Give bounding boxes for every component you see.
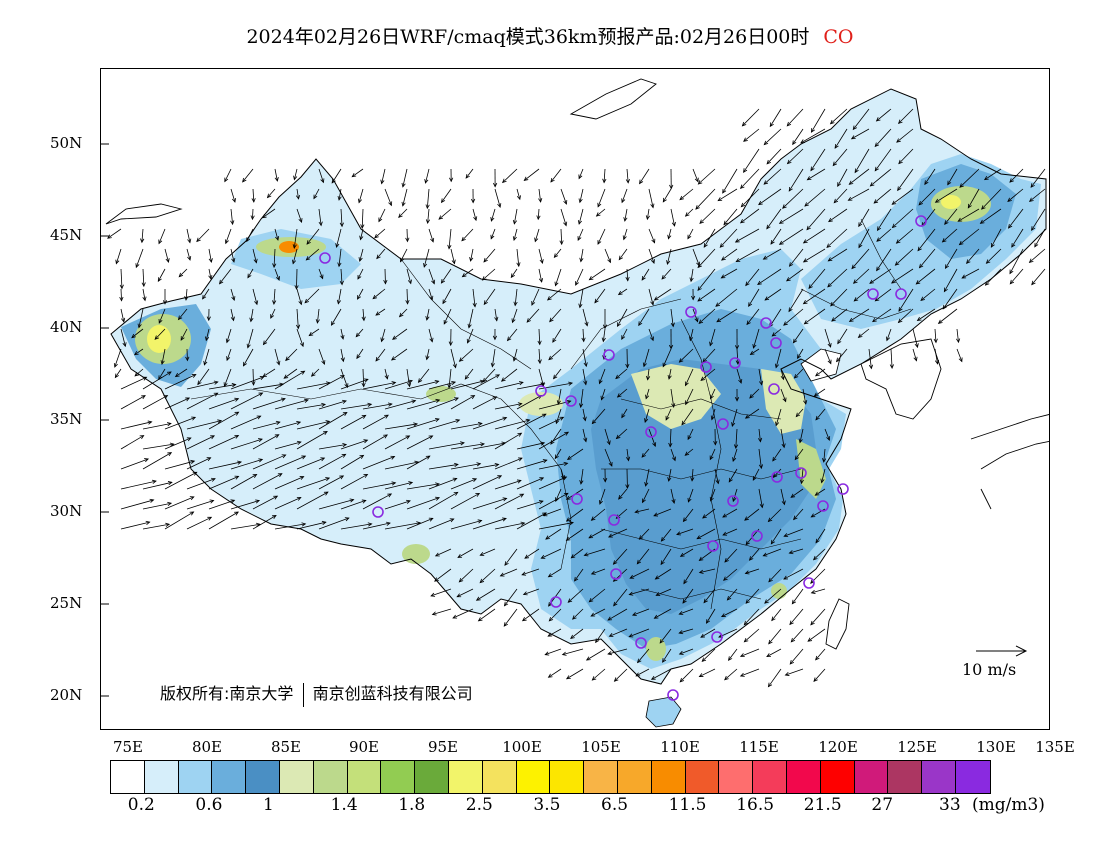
- lon-label-110e: 110E: [660, 738, 700, 756]
- russia-lake: [569, 78, 657, 120]
- lat-label-30n: 30N: [50, 502, 83, 520]
- legend-swatch: [381, 761, 416, 793]
- legend-swatch: [246, 761, 280, 793]
- lon-label-80e: 80E: [191, 738, 223, 756]
- legend-swatch: [617, 761, 652, 793]
- legend-swatch: [820, 761, 855, 793]
- legend-swatch: [415, 761, 449, 793]
- lon-label-135e: 135E: [1035, 738, 1075, 756]
- legend-tick-label: 6.5: [601, 795, 629, 815]
- copyright-part1: 版权所有:南京大学: [160, 684, 294, 703]
- legend-tick-label: 2.5: [465, 795, 493, 815]
- lon-label-120e: 120E: [818, 738, 858, 756]
- northeast-yellow: [941, 195, 961, 209]
- legend-swatch: [922, 761, 956, 793]
- legend-swatch: [854, 761, 889, 793]
- legend-swatch: [955, 761, 990, 793]
- legend-swatch: [212, 761, 247, 793]
- legend-swatch: [144, 761, 179, 793]
- legend-swatch: [279, 761, 314, 793]
- legend-swatch: [516, 761, 551, 793]
- lat-label-45n: 45N: [50, 226, 83, 244]
- lat-label-35n: 35N: [50, 410, 83, 428]
- lat-label-25n: 25N: [50, 594, 83, 612]
- legend-tick-label: 16.5: [736, 795, 775, 815]
- copyright-divider: [302, 682, 304, 707]
- northeast-green: [931, 186, 991, 222]
- lat-label-40n: 40N: [50, 318, 83, 336]
- legend-tick-label: 1.4: [330, 795, 358, 815]
- north-xinjiang-orange: [279, 241, 299, 253]
- east-china-dark-blue: [591, 359, 816, 614]
- lat-label-20n: 20N: [50, 686, 83, 704]
- lon-label-125e: 125E: [897, 738, 937, 756]
- legend-swatch: [550, 761, 585, 793]
- legend-tick-label: 11.5: [668, 795, 707, 815]
- copyright-part2: 南京创蓝科技有限公司: [312, 684, 473, 703]
- west-xinjiang-yellow: [147, 325, 171, 353]
- legend-tick-label: 1: [263, 795, 274, 815]
- north-china-plain-green: [631, 364, 721, 429]
- legend-tick-label: 3.5: [533, 795, 561, 815]
- color-legend: [110, 760, 991, 794]
- legend-swatch: [313, 761, 348, 793]
- caspian-coast: [105, 203, 183, 225]
- jiangsu-green: [796, 439, 826, 499]
- map-title: 2024年02月26日WRF/cmaq模式36km预报产品:02月26日00时 C…: [0, 22, 1100, 49]
- legend-swatch: [482, 761, 517, 793]
- legend-tick-label: 0.6: [195, 795, 223, 815]
- copyright-notice: 版权所有:南京大学 南京创蓝科技有限公司: [160, 680, 473, 707]
- legend-tick-label: 33: [939, 795, 961, 815]
- legend-tick-label: 27: [871, 795, 894, 815]
- vector-key-label: 10 m/s: [962, 660, 1017, 679]
- tibet-south-green: [402, 544, 430, 564]
- lon-label-90e: 90E: [348, 738, 380, 756]
- legend-swatch: [719, 761, 754, 793]
- lon-label-75e: 75E: [112, 738, 144, 756]
- qinghai-green: [426, 386, 456, 402]
- legend-swatch: [111, 761, 145, 793]
- taiwan-island: [825, 598, 850, 650]
- legend-swatch: [888, 761, 923, 793]
- sichuan-green: [519, 392, 563, 416]
- japan-coast: [970, 414, 1049, 510]
- title-text: 2024年02月26日WRF/cmaq模式36km预报产品:02月26日00时: [246, 26, 810, 48]
- lon-label-100e: 100E: [502, 738, 542, 756]
- lon-label-105e: 105E: [581, 738, 621, 756]
- legend-swatch: [347, 761, 382, 793]
- legend-unit: (mg/m3): [972, 795, 1045, 815]
- hainan-island: [645, 696, 682, 728]
- map-frame[interactable]: [100, 68, 1050, 730]
- legend-swatch: [178, 761, 213, 793]
- lat-ticks: [101, 143, 109, 697]
- lon-label-130e: 130E: [976, 738, 1016, 756]
- station-markers: [319, 215, 927, 701]
- legend-swatch: [753, 761, 787, 793]
- province-borders: [190, 218, 912, 610]
- co-concentration-map: [101, 78, 1049, 728]
- legend-swatch: [651, 761, 686, 793]
- guangdong-green: [646, 637, 666, 661]
- china-border: [110, 88, 1047, 685]
- legend-swatch: [448, 761, 483, 793]
- legend-swatch: [685, 761, 720, 793]
- legend-tick-label: 0.2: [127, 795, 155, 815]
- wind-vectors: [107, 108, 1046, 688]
- lon-label-95e: 95E: [427, 738, 459, 756]
- vector-key-arrow: [976, 645, 1028, 657]
- species-label: CO: [823, 26, 854, 48]
- lon-label-115e: 115E: [739, 738, 779, 756]
- lat-label-50n: 50N: [50, 134, 83, 152]
- legend-tick-label: 1.8: [398, 795, 426, 815]
- bay-of-bohai: [800, 348, 842, 382]
- lon-label-85e: 85E: [270, 738, 302, 756]
- legend-swatch: [584, 761, 618, 793]
- legend-swatch: [786, 761, 821, 793]
- legend-tick-label: 21.5: [803, 795, 842, 815]
